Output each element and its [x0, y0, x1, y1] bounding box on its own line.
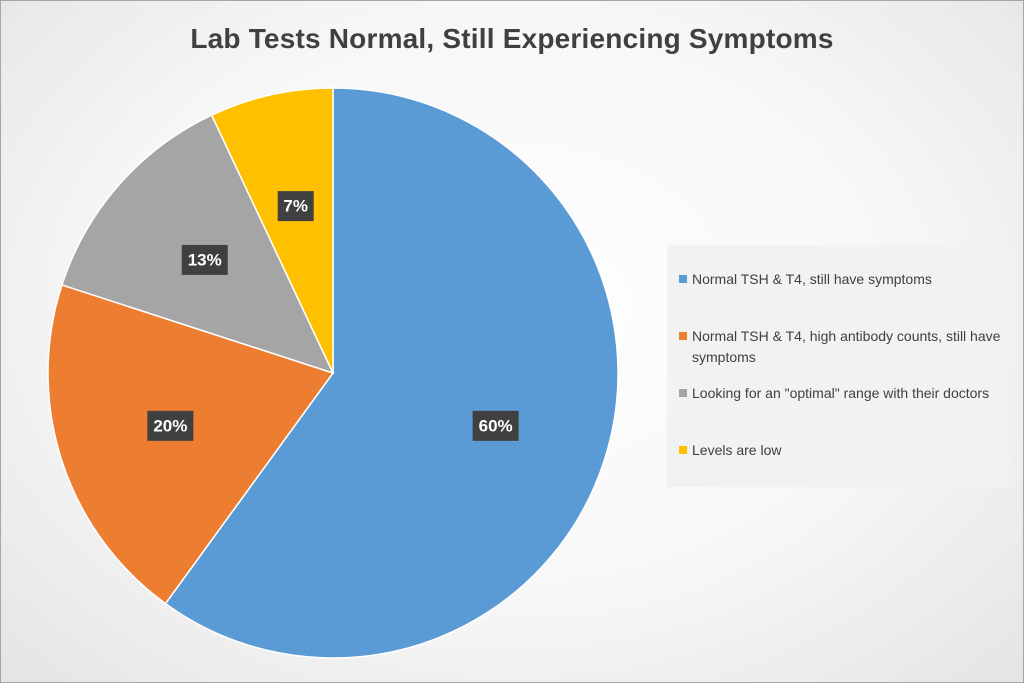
legend-label: Levels are low — [692, 442, 782, 458]
legend-swatch — [679, 446, 687, 454]
legend-item: Normal TSH & T4, still have symptoms — [679, 269, 1004, 290]
legend-item: Levels are low — [679, 440, 1004, 461]
legend-item: Looking for an "optimal" range with thei… — [679, 383, 1004, 404]
data-label-text: 60% — [479, 416, 513, 435]
data-label-box — [181, 244, 228, 275]
legend-item: Normal TSH & T4, high antibody counts, s… — [679, 326, 1004, 368]
data-label: 13% — [181, 244, 228, 275]
legend-label: Looking for an "optimal" range with thei… — [692, 385, 990, 401]
pie-slice — [164, 87, 619, 659]
legend-swatch — [679, 275, 687, 283]
data-label-text: 7% — [283, 197, 308, 216]
pie-slice — [47, 283, 335, 605]
data-label-text: 13% — [188, 250, 222, 269]
data-label-text: 20% — [153, 416, 187, 435]
legend-label: Normal TSH & T4, still have symptoms — [692, 271, 932, 287]
data-label: 20% — [147, 410, 194, 441]
chart-legend: Normal TSH & T4, still have symptoms Nor… — [667, 245, 1009, 487]
data-label-box — [277, 191, 314, 222]
legend-label: Normal TSH & T4, high antibody counts, s… — [692, 328, 1001, 365]
legend-swatch — [679, 389, 687, 397]
chart-title: Lab Tests Normal, Still Experiencing Sym… — [190, 23, 834, 54]
data-label-box — [472, 410, 519, 441]
data-label-box — [147, 410, 194, 441]
legend-swatch — [679, 332, 687, 340]
pie-slice — [61, 114, 335, 375]
pie-slice — [210, 87, 334, 374]
data-label: 7% — [277, 191, 314, 222]
data-label: 60% — [472, 410, 519, 441]
